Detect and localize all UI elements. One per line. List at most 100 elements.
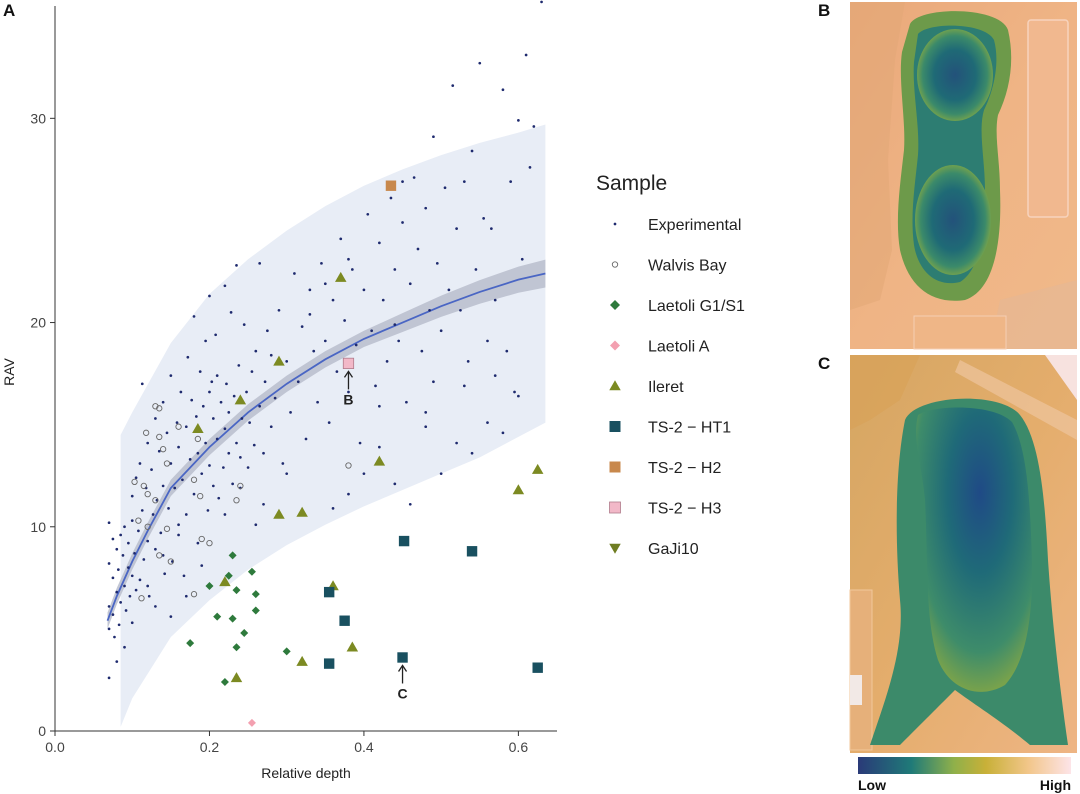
point-experimental <box>474 268 478 271</box>
point-experimental <box>252 443 256 447</box>
point-walvis-bay <box>194 435 202 443</box>
point-experimental <box>308 313 312 316</box>
point-experimental <box>163 572 167 576</box>
point-experimental <box>115 590 119 594</box>
point-experimental <box>293 272 296 275</box>
legend-key-laetoli-a <box>610 340 620 351</box>
point-experimental <box>439 472 443 476</box>
point-walvis-bay <box>131 478 138 485</box>
point-experimental <box>134 588 138 592</box>
point-experimental <box>134 476 138 480</box>
point-experimental <box>505 349 509 353</box>
point-experimental <box>222 466 225 469</box>
point-experimental <box>263 380 267 384</box>
point-ts-2-h2 <box>385 180 397 191</box>
point-experimental <box>186 355 190 359</box>
point-experimental <box>524 53 528 57</box>
point-experimental <box>470 451 474 455</box>
point-experimental <box>115 547 119 551</box>
point-experimental <box>416 247 420 251</box>
point-experimental <box>219 400 223 404</box>
point-experimental <box>378 404 381 408</box>
point-experimental <box>424 206 428 210</box>
colorbar-low-label: Low <box>858 777 886 793</box>
point-experimental <box>289 411 292 414</box>
legend-key-ts-2-h3 <box>609 501 621 514</box>
point-experimental <box>194 415 198 418</box>
point-experimental <box>146 539 150 543</box>
point-experimental <box>393 482 397 486</box>
point-laetoli-g1-s1 <box>205 582 214 590</box>
point-walvis-bay <box>163 525 171 532</box>
point-experimental <box>262 502 265 506</box>
point-laetoli-g1-s1 <box>251 606 260 615</box>
point-experimental <box>130 574 134 578</box>
point-experimental <box>142 558 146 561</box>
y-tick-label: 10 <box>30 519 46 535</box>
point-experimental <box>146 584 150 588</box>
point-experimental <box>107 627 111 631</box>
confidence-band <box>107 259 546 629</box>
point-laetoli-g1-s1 <box>232 643 241 652</box>
point-ts-2-ht1 <box>532 662 543 673</box>
point-experimental <box>154 605 157 608</box>
point-experimental <box>107 676 111 680</box>
point-experimental <box>509 180 513 183</box>
point-experimental <box>420 349 424 353</box>
point-experimental <box>248 421 251 424</box>
point-experimental <box>439 329 443 333</box>
data-points <box>107 0 544 727</box>
annotations: BC <box>343 370 408 701</box>
point-experimental <box>347 390 350 394</box>
point-experimental <box>424 411 428 414</box>
point-experimental <box>192 492 196 496</box>
fit-curve <box>106 272 546 622</box>
point-experimental <box>204 441 207 445</box>
point-experimental <box>225 382 228 386</box>
point-experimental <box>130 621 134 625</box>
point-experimental <box>447 288 451 292</box>
point-experimental <box>424 425 428 429</box>
point-ileret <box>346 641 359 652</box>
y-axis-title: RAV <box>1 357 17 385</box>
legend-label-gaji10: GaJi10 <box>648 541 699 558</box>
panel-letter-b: B <box>818 1 830 20</box>
point-experimental <box>214 333 217 337</box>
point-experimental <box>198 370 202 373</box>
point-experimental <box>181 478 184 482</box>
point-experimental <box>254 523 258 527</box>
panel-letter-c: C <box>818 354 830 373</box>
point-experimental <box>123 645 126 649</box>
point-walvis-bay <box>163 460 171 467</box>
legend-label-experimental: Experimental <box>648 217 741 234</box>
point-experimental <box>470 149 474 153</box>
point-ts-2-h3 <box>342 357 355 369</box>
colorbar-gradient <box>858 757 1071 774</box>
point-experimental <box>223 284 227 288</box>
point-experimental <box>184 594 188 598</box>
point-experimental <box>150 468 153 471</box>
point-ts-2-ht1 <box>466 546 478 557</box>
point-experimental <box>140 382 144 386</box>
point-experimental <box>254 349 258 353</box>
point-experimental <box>167 507 170 510</box>
y-ticks: 0 10 20 30 <box>30 110 55 739</box>
point-experimental <box>161 400 165 404</box>
legend-key-experimental <box>613 222 617 226</box>
point-experimental <box>121 554 125 557</box>
point-experimental <box>190 398 194 402</box>
point-experimental <box>111 537 115 541</box>
point-experimental <box>277 308 281 312</box>
point-experimental <box>335 370 339 373</box>
point-experimental <box>133 551 136 555</box>
point-experimental <box>107 521 111 525</box>
point-experimental <box>455 441 458 445</box>
point-experimental <box>501 431 505 435</box>
point-experimental <box>128 594 132 598</box>
point-laetoli-a <box>247 718 256 727</box>
point-walvis-bay <box>138 595 145 602</box>
point-walvis-bay <box>206 539 213 547</box>
point-experimental <box>343 319 346 322</box>
legend-label-ts-2-ht1: TS-2 − HT1 <box>648 420 731 437</box>
colorbar-high-label: High <box>1040 777 1071 793</box>
